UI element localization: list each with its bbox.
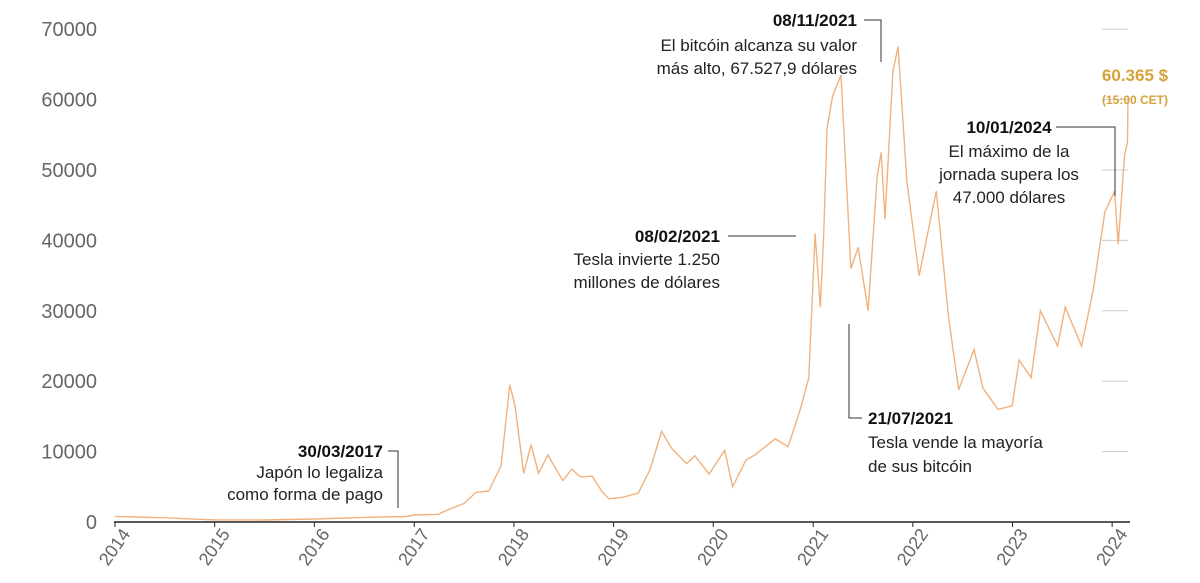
x-tick-label: 2023 — [992, 525, 1031, 569]
y-tick-label: 30000 — [41, 301, 97, 323]
price-line — [114, 46, 1129, 521]
annotation-japan-leader — [388, 450, 399, 508]
annotation-daily-high-leader — [1056, 126, 1116, 196]
y-tick-label: 10000 — [41, 442, 97, 464]
x-tick-label: 2017 — [394, 525, 433, 569]
annotation-all-time-high: 08/11/2021 El bitcóin alcanza su valor m… — [657, 11, 882, 78]
current-price-time: (15:00 CET) — [1102, 93, 1168, 107]
y-axis: 0 10000 20000 30000 40000 50000 60000 70000 — [41, 19, 97, 534]
annotation-japan-line-2: como forma de pago — [227, 485, 383, 504]
annotation-tesla-invests: 08/02/2021 Tesla invierte 1.250 millones… — [574, 227, 796, 292]
annotation-tesla-sells: 21/07/2021 Tesla vende la mayoría de sus… — [848, 324, 1043, 476]
annotation-daily-high: 10/01/2024 El máximo de la jornada super… — [938, 118, 1116, 207]
annotation-tesla-sells-date: 21/07/2021 — [868, 409, 953, 428]
right-tick-marks — [1102, 28, 1128, 453]
y-tick-label: 0 — [86, 512, 97, 534]
x-tick-label: 2018 — [494, 525, 533, 569]
x-tick-label: 2021 — [793, 525, 832, 569]
annotation-japan-date: 30/03/2017 — [298, 442, 383, 461]
y-tick-label: 60000 — [41, 90, 97, 112]
current-price-label: 60.365 $ (15:00 CET) — [1102, 66, 1169, 107]
annotation-all-time-high-leader — [864, 19, 882, 62]
x-tick-label: 2016 — [294, 525, 333, 569]
annotation-tesla-sells-leader — [848, 324, 862, 419]
annotation-all-time-high-line-1: El bitcóin alcanza su valor — [660, 36, 857, 55]
x-tick-label: 2019 — [594, 525, 633, 569]
annotation-tesla-sells-line-2: de sus bitcóin — [868, 457, 972, 476]
annotation-daily-high-line-3: 47.000 dólares — [953, 188, 1065, 207]
annotation-daily-high-line-2: jornada supera los — [938, 165, 1079, 184]
y-tick-label: 40000 — [41, 230, 97, 252]
x-tick-label: 2024 — [1092, 525, 1131, 569]
annotation-tesla-invests-line-1: Tesla invierte 1.250 — [574, 250, 720, 269]
annotation-japan: 30/03/2017 Japón lo legaliza como forma … — [227, 442, 399, 508]
y-tick-label: 50000 — [41, 160, 97, 182]
annotation-tesla-sells-line-1: Tesla vende la mayoría — [868, 433, 1043, 452]
x-tick-label: 2015 — [195, 525, 234, 569]
current-price-value: 60.365 $ — [1102, 66, 1169, 85]
y-tick-label: 20000 — [41, 371, 97, 393]
annotation-daily-high-line-1: El máximo de la — [949, 142, 1070, 161]
annotation-japan-line-1: Japón lo legaliza — [256, 463, 383, 482]
x-tick-label: 2014 — [95, 525, 134, 569]
annotation-all-time-high-date: 08/11/2021 — [773, 11, 857, 30]
x-tick-label: 2020 — [693, 525, 732, 569]
annotation-all-time-high-line-2: más alto, 67.527,9 dólares — [657, 59, 857, 78]
annotation-tesla-invests-date: 08/02/2021 — [635, 227, 720, 246]
annotation-daily-high-date: 10/01/2024 — [966, 118, 1052, 137]
annotation-tesla-invests-line-2: millones de dólares — [574, 273, 720, 292]
y-tick-label: 70000 — [41, 19, 97, 41]
x-tick-label: 2022 — [893, 525, 932, 569]
x-axis: 2014 2015 2016 2017 2018 2019 2020 2021 2022 2023… — [95, 522, 1131, 569]
